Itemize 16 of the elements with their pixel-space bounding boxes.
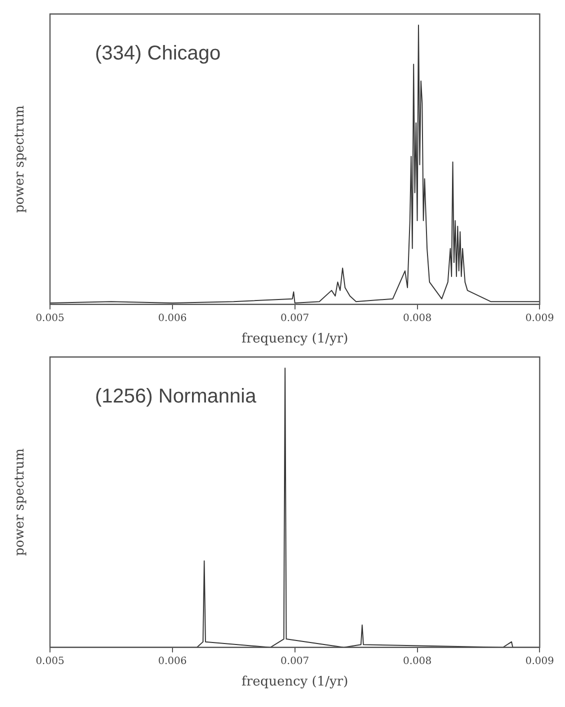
x-tick-label: 0.007 [280, 656, 310, 667]
x-axis-title: frequency (1/yr) [242, 674, 348, 690]
x-tick-label: 0.008 [402, 656, 432, 667]
x-tick-label: 0.005 [36, 656, 64, 667]
x-tick-label: 0.005 [36, 312, 64, 324]
x-tick-label: 0.006 [158, 312, 187, 324]
annotation: (1256) Normannia [95, 386, 258, 408]
x-tick-label: 0.008 [402, 312, 432, 324]
annotation: (334) Chicago [95, 42, 221, 65]
y-axis-title: power spectrum [12, 105, 28, 213]
x-axis-title: frequency (1/yr) [242, 332, 348, 347]
x-tick-label: 0.009 [525, 312, 554, 324]
x-tick-label: 0.007 [280, 312, 310, 324]
x-tick-label: 0.009 [525, 656, 554, 667]
y-axis-title: power spectrum [12, 448, 28, 556]
x-tick-label: 0.006 [158, 656, 187, 667]
